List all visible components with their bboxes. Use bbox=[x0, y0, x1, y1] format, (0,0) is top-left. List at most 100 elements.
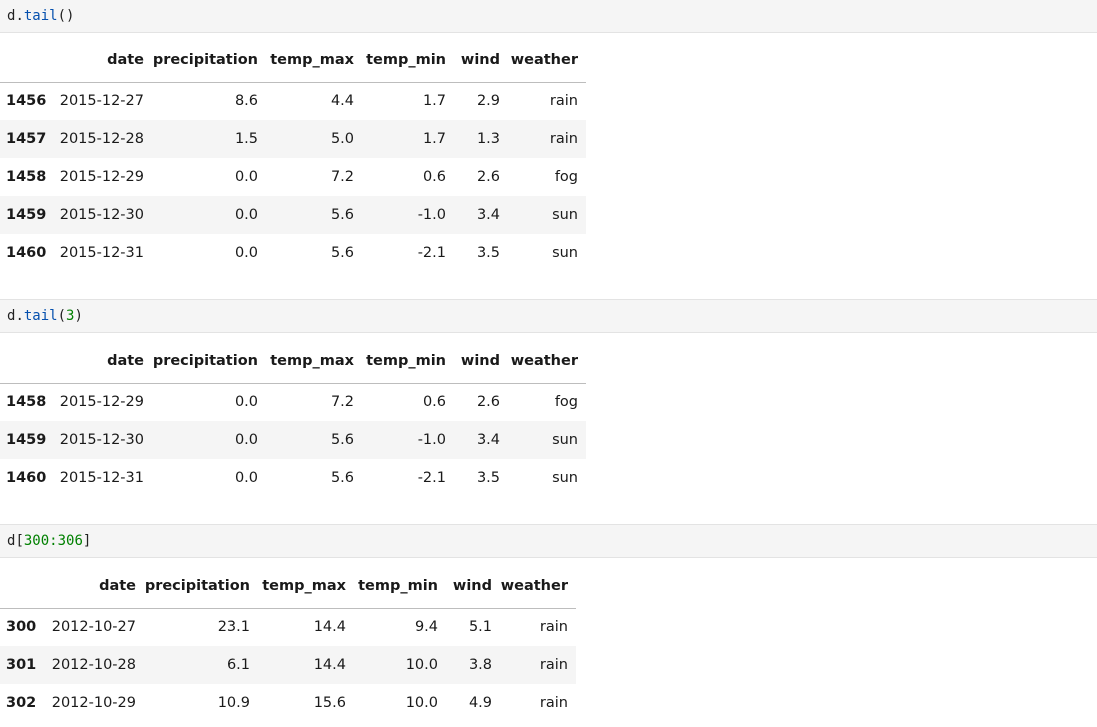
cell-temp-max: 5.0 bbox=[330, 131, 354, 147]
code-dot: . bbox=[15, 308, 24, 324]
cell-temp-max: 5.6 bbox=[330, 245, 354, 261]
cell-date: 2015-12-29 bbox=[59, 394, 144, 411]
table-row: 1456 2015-12-27 8.6 4.4 1.7 2.9 rain bbox=[0, 82, 586, 120]
cell-wind: 3.5 bbox=[476, 470, 500, 486]
cell-precipitation: 6.1 bbox=[226, 657, 250, 673]
cell-weather: fog bbox=[554, 169, 578, 185]
column-header: date bbox=[52, 339, 144, 384]
column-header: wind bbox=[446, 339, 500, 384]
row-index: 1457 bbox=[6, 131, 47, 147]
cell-temp-min: -2.1 bbox=[417, 470, 446, 486]
column-header: temp_max bbox=[250, 564, 346, 609]
cell-temp-min: 10.0 bbox=[405, 657, 438, 673]
column-header: weather bbox=[500, 339, 586, 384]
row-index: 300 bbox=[6, 619, 37, 636]
cell-wind: 3.4 bbox=[476, 207, 500, 223]
cell-wind: 2.9 bbox=[476, 93, 500, 110]
code-var: d bbox=[7, 8, 16, 24]
cell-temp-max: 7.2 bbox=[330, 169, 354, 185]
cell-wind: 2.6 bbox=[476, 169, 500, 185]
column-header: temp_max bbox=[258, 339, 354, 384]
row-index: 1460 bbox=[6, 470, 47, 486]
code-close: ) bbox=[66, 8, 75, 24]
code-arg: 3 bbox=[66, 308, 75, 324]
code-close: ] bbox=[82, 533, 92, 549]
column-header: date bbox=[52, 38, 144, 83]
cell-temp-min: 1.7 bbox=[422, 93, 446, 110]
cell-date: 2015-12-28 bbox=[59, 131, 144, 147]
column-header: weather bbox=[500, 38, 586, 83]
cell-precipitation: 0.0 bbox=[234, 432, 258, 448]
cell-precipitation: 23.1 bbox=[217, 619, 250, 636]
row-index: 1459 bbox=[6, 432, 47, 448]
row-index: 1458 bbox=[6, 169, 47, 185]
cell-weather: sun bbox=[552, 470, 578, 486]
cell-wind: 2.6 bbox=[476, 394, 500, 411]
cell-weather: rain bbox=[539, 657, 568, 673]
code-var: d bbox=[7, 308, 16, 324]
column-header: precipitation bbox=[136, 564, 250, 609]
cell-precipitation: 8.6 bbox=[234, 93, 258, 110]
cell-temp-max: 5.6 bbox=[330, 470, 354, 486]
table-row: 1459 2015-12-30 0.0 5.6 -1.0 3.4 sun bbox=[0, 196, 586, 234]
cell-date: 2012-10-29 bbox=[51, 695, 136, 711]
cell-precipitation: 0.0 bbox=[234, 470, 258, 486]
cell-precipitation: 0.0 bbox=[234, 394, 258, 411]
code-text[interactable]: d.tail(3) bbox=[7, 307, 83, 325]
cell-temp-min: 0.6 bbox=[422, 169, 446, 185]
row-index: 1459 bbox=[6, 207, 47, 223]
cell-weather: rain bbox=[539, 619, 568, 636]
cell-temp-min: 1.7 bbox=[422, 131, 446, 147]
table-header-row: date precipitation temp_max temp_min win… bbox=[0, 564, 576, 609]
row-index: 1458 bbox=[6, 394, 47, 411]
code-fn: tail bbox=[23, 8, 58, 24]
cell-date: 2015-12-31 bbox=[59, 245, 144, 261]
code-cell-1[interactable]: d.tail() bbox=[0, 0, 1097, 33]
table-row: 1458 2015-12-29 0.0 7.2 0.6 2.6 fog bbox=[0, 383, 586, 421]
table-row: 1457 2015-12-28 1.5 5.0 1.7 1.3 rain bbox=[0, 120, 586, 158]
index-header bbox=[0, 339, 52, 384]
code-text[interactable]: d.tail() bbox=[7, 7, 74, 25]
cell-date: 2012-10-28 bbox=[51, 657, 136, 673]
dataframe-output-1: date precipitation temp_max temp_min win… bbox=[0, 38, 586, 272]
column-header: precipitation bbox=[144, 339, 258, 384]
cell-date: 2015-12-31 bbox=[59, 470, 144, 486]
column-header: date bbox=[44, 564, 136, 609]
cell-temp-max: 7.2 bbox=[330, 394, 354, 411]
cell-temp-min: -1.0 bbox=[417, 432, 446, 448]
code-open: [ bbox=[15, 533, 24, 549]
cell-temp-min: 10.0 bbox=[405, 695, 438, 711]
cell-precipitation: 0.0 bbox=[234, 207, 258, 223]
cell-temp-max: 4.4 bbox=[330, 93, 354, 110]
cell-wind: 1.3 bbox=[476, 131, 500, 147]
index-header bbox=[0, 564, 44, 609]
code-cell-2[interactable]: d.tail(3) bbox=[0, 299, 1097, 333]
dataframe-output-2: date precipitation temp_max temp_min win… bbox=[0, 339, 586, 497]
code-open: ( bbox=[57, 8, 67, 24]
code-cell-3[interactable]: d[300:306] bbox=[0, 524, 1097, 558]
cell-weather: rain bbox=[549, 93, 578, 110]
table-row: 1460 2015-12-31 0.0 5.6 -2.1 3.5 sun bbox=[0, 234, 586, 272]
cell-weather: rain bbox=[539, 695, 568, 711]
cell-temp-max: 5.6 bbox=[330, 432, 354, 448]
code-dot: . bbox=[15, 8, 24, 24]
column-header: temp_min bbox=[354, 339, 446, 384]
cell-precipitation: 1.5 bbox=[234, 131, 258, 147]
dataframe-output-3: date precipitation temp_max temp_min win… bbox=[0, 564, 576, 722]
cell-temp-max: 15.6 bbox=[313, 695, 346, 711]
code-text[interactable]: d[300:306] bbox=[7, 532, 91, 550]
column-header: weather bbox=[492, 564, 576, 609]
cell-weather: sun bbox=[552, 207, 578, 223]
cell-wind: 4.9 bbox=[468, 695, 492, 711]
code-close: ) bbox=[74, 308, 83, 324]
table-row: 301 2012-10-28 6.1 14.4 10.0 3.8 rain bbox=[0, 646, 576, 684]
cell-temp-max: 14.4 bbox=[313, 657, 346, 673]
table-row: 1460 2015-12-31 0.0 5.6 -2.1 3.5 sun bbox=[0, 459, 586, 497]
cell-wind: 5.1 bbox=[468, 619, 492, 636]
cell-wind: 3.8 bbox=[468, 657, 492, 673]
cell-weather: rain bbox=[549, 131, 578, 147]
column-header: precipitation bbox=[144, 38, 258, 83]
cell-temp-min: -2.1 bbox=[417, 245, 446, 261]
cell-precipitation: 0.0 bbox=[234, 245, 258, 261]
row-index: 301 bbox=[6, 657, 37, 673]
